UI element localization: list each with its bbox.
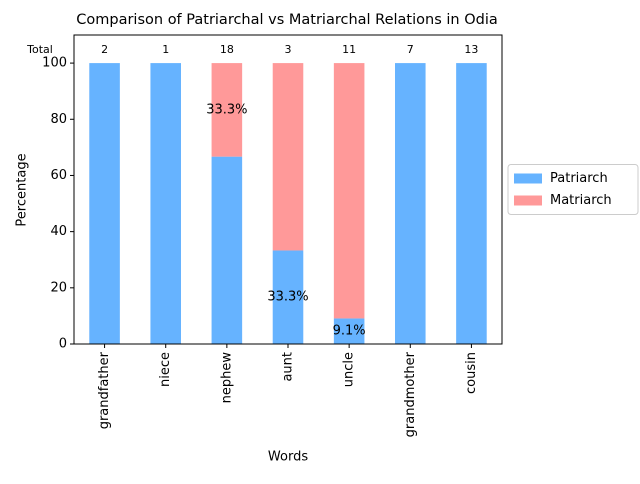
total-label: 3 xyxy=(285,43,292,56)
y-tick-label: 40 xyxy=(50,224,67,239)
x-tick-label: aunt xyxy=(281,352,296,382)
bar-segment xyxy=(150,63,181,344)
x-tick-label: uncle xyxy=(342,352,357,387)
chart-title: Comparison of Patriarchal vs Matriarchal… xyxy=(76,12,497,28)
x-tick-label: grandmother xyxy=(403,351,418,437)
legend-label: Patriarch xyxy=(550,171,608,186)
bar-segment xyxy=(272,63,304,251)
data-label: 33.3% xyxy=(267,290,308,305)
y-tick-label: 20 xyxy=(50,280,67,295)
legend-label: Matriarch xyxy=(550,193,612,208)
y-axis-label: Percentage xyxy=(15,153,30,226)
bar-segment xyxy=(89,63,120,344)
y-tick-label: 0 xyxy=(59,337,67,352)
totals-label: Total xyxy=(26,43,53,56)
data-label: 9.1% xyxy=(333,324,366,339)
plot-frame xyxy=(73,34,503,345)
total-label: 7 xyxy=(407,43,414,56)
legend-swatch xyxy=(514,195,542,206)
total-label: 1 xyxy=(162,43,169,56)
total-label: 11 xyxy=(342,43,356,56)
y-tick-label: 60 xyxy=(50,168,67,183)
bar-segment xyxy=(211,156,243,344)
total-label: 13 xyxy=(464,43,478,56)
x-tick-label: nephew xyxy=(219,352,234,404)
x-tick-label: cousin xyxy=(464,352,479,394)
data-label: 33.3% xyxy=(206,102,247,117)
bar-segment xyxy=(456,63,487,344)
legend-swatch xyxy=(514,173,542,184)
total-label: 2 xyxy=(101,43,108,56)
x-tick-label: grandfather xyxy=(97,351,112,429)
x-axis-label: Words xyxy=(268,450,308,465)
bar-segment xyxy=(395,63,426,344)
bar-segment xyxy=(333,63,365,319)
x-tick-label: niece xyxy=(158,352,173,387)
bar-segment xyxy=(272,250,304,344)
bar-segment xyxy=(211,63,243,157)
bar-segment xyxy=(333,318,365,344)
y-tick-label: 100 xyxy=(42,56,67,71)
total-label: 18 xyxy=(220,43,234,56)
y-tick-label: 80 xyxy=(50,112,67,127)
